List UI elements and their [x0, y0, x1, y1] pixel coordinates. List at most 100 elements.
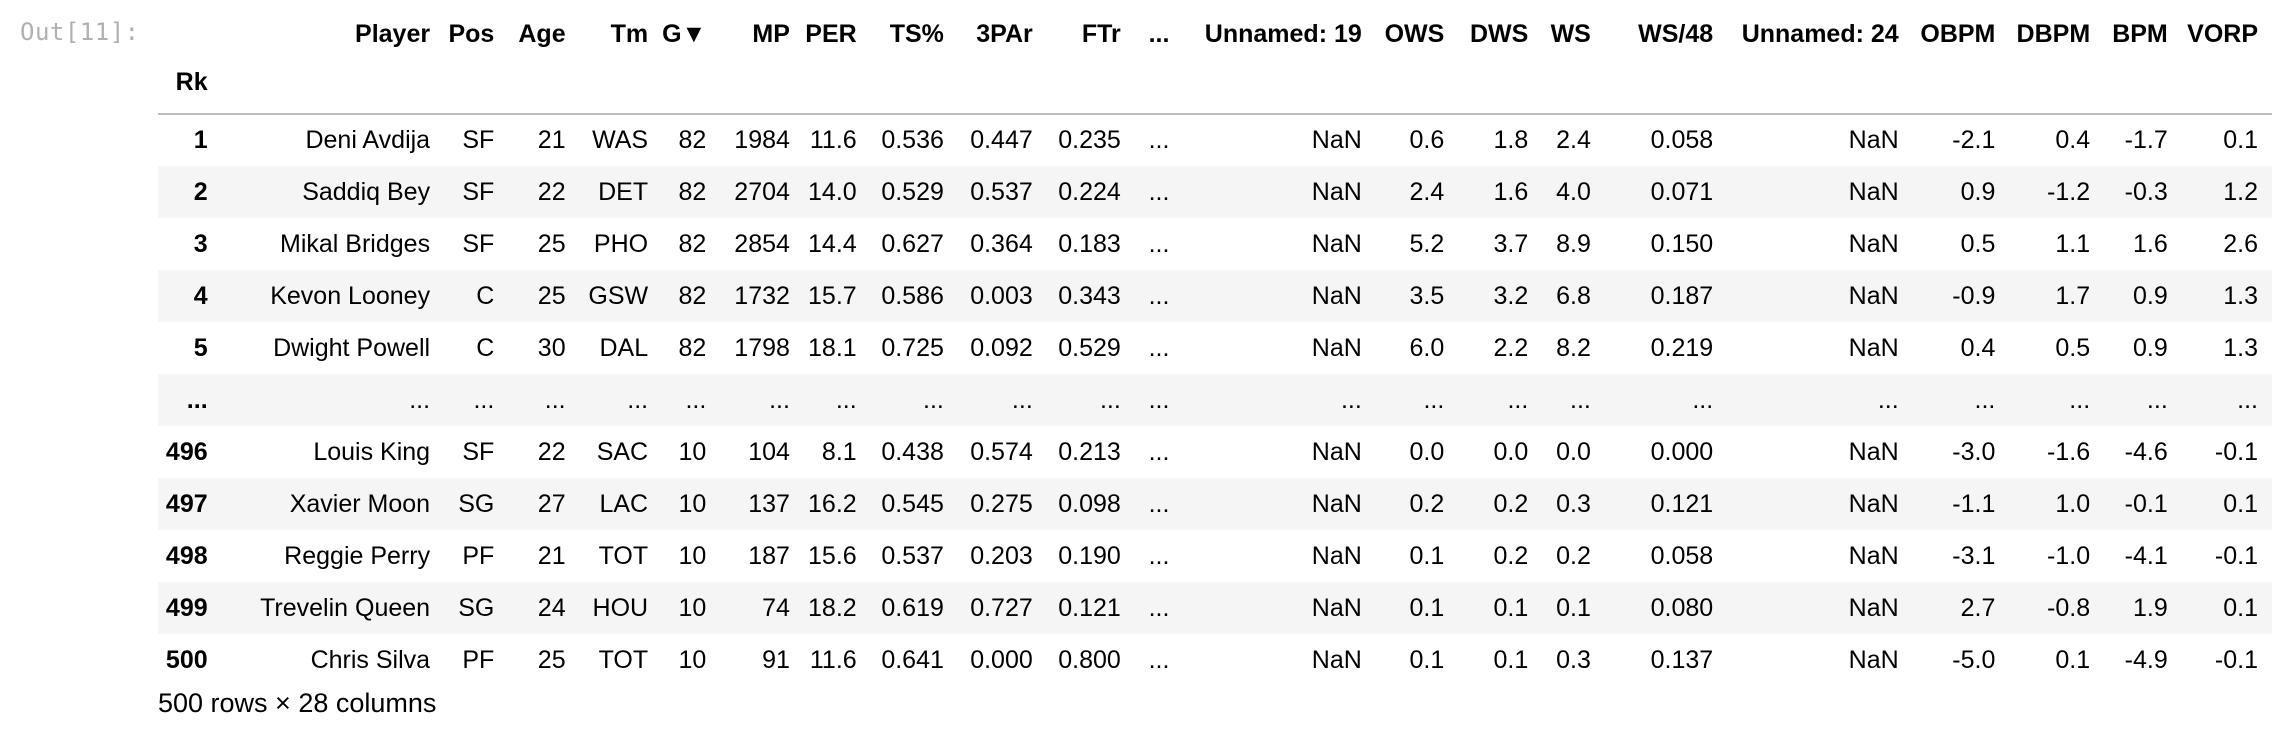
table-cell: 0.4 — [2055, 126, 2091, 154]
column-header: Tm — [610, 19, 649, 48]
table-cell: 5.2 — [1409, 229, 1445, 258]
table-cell: Dwight Powell — [273, 333, 431, 362]
table-cell: 2.2 — [1493, 333, 1529, 362]
table-cell: 0.586 — [881, 281, 944, 310]
table-cell: 2854 — [734, 229, 790, 258]
table-cell: TOT — [598, 541, 649, 570]
table-row: 5 Dwight Powell C 30 DAL 82 1798 18.1 0.725 0.092… — [158, 322, 2272, 374]
table-row: 496 Louis King SF 22 SAC 10 104 8.1 0.438 0.574 0.… — [158, 426, 2272, 478]
table-cell: -4.9 — [2124, 645, 2168, 674]
table-cell: ... — [1507, 385, 1529, 414]
column-header: Player — [355, 19, 431, 48]
table-cell: NaN — [1848, 489, 1899, 518]
table-cell: NaN — [1311, 645, 1362, 674]
column-header: DBPM — [2016, 19, 2091, 48]
table-cell: Xavier Moon — [289, 489, 431, 518]
table-cell: 0.800 — [1058, 645, 1121, 674]
table-cell: 2704 — [734, 177, 790, 206]
table-cell: 0.2 — [1493, 489, 1529, 518]
table-cell: ... — [1148, 541, 1170, 570]
table-cell: NaN — [1311, 281, 1362, 310]
table-cell: NaN — [1311, 437, 1362, 466]
row-index: 3 — [193, 229, 208, 258]
table-cell: 8.2 — [1556, 333, 1591, 362]
table-cell: 3.5 — [1409, 281, 1445, 310]
table-cell: 0.2 — [1556, 541, 1591, 570]
table-cell: 0.1 — [1493, 645, 1529, 674]
table-cell: 0.727 — [970, 593, 1033, 622]
table-cell: 21 — [537, 541, 566, 570]
table-cell: ... — [1340, 385, 1362, 414]
table-cell: NaN — [1848, 333, 1899, 362]
table-cell: 0.000 — [1650, 437, 1714, 466]
table-cell: 10 — [678, 489, 707, 518]
index-name-header: Rk — [158, 68, 222, 115]
table-cell: 0.537 — [881, 541, 944, 570]
table-cell: 0.9 — [2133, 333, 2168, 362]
row-index: 5 — [193, 333, 208, 362]
table-cell: 1.0 — [2055, 489, 2091, 518]
table-cell: 4.0 — [1556, 177, 1591, 206]
dataframe-body: 1 Deni Avdija SF 21 WAS 82 1984 11.6 0.536 0.447 0… — [158, 114, 2272, 686]
column-header: Unnamed: 24 — [1741, 19, 1899, 48]
table-cell: 0.183 — [1058, 229, 1121, 258]
table-cell: Reggie Perry — [284, 541, 431, 570]
table-cell: 0.275 — [970, 489, 1033, 518]
table-cell: DET — [598, 177, 649, 206]
table-cell: ... — [627, 385, 649, 414]
table-cell: 0.1 — [1409, 645, 1445, 674]
column-header: FTr — [1081, 19, 1121, 48]
column-header: Age — [518, 19, 566, 48]
table-cell: LAC — [599, 489, 649, 518]
table-cell: ... — [1148, 229, 1170, 258]
table-cell: 0.619 — [881, 593, 944, 622]
table-cell: 0.2 — [1493, 541, 1529, 570]
column-header: VORP — [2187, 19, 2258, 48]
table-cell: 1.1 — [2055, 229, 2091, 258]
table-row: 499 Trevelin Queen SG 24 HOU 10 74 18.2 0.619 0.7… — [158, 582, 2272, 634]
table-cell: SG — [458, 593, 495, 622]
table-cell: ... — [2237, 385, 2258, 414]
table-row: 2 Saddiq Bey SF 22 DET 82 2704 14.0 0.529 0.537 0.… — [158, 166, 2272, 218]
table-cell: 0.003 — [970, 281, 1033, 310]
table-cell: -2.1 — [1952, 126, 1996, 154]
table-cell: Mikal Bridges — [280, 229, 431, 258]
table-cell: 0.080 — [1650, 593, 1714, 622]
table-cell: -1.7 — [2124, 126, 2168, 154]
table-cell: ... — [1099, 385, 1121, 414]
table-cell: 0.1 — [2223, 126, 2258, 154]
table-cell: 0.5 — [1960, 229, 1996, 258]
table-cell: 1.9 — [2133, 593, 2168, 622]
table-row: 497 Xavier Moon SG 27 LAC 10 137 16.2 0.545 0.275… — [158, 478, 2272, 530]
table-cell: 0.2 — [1409, 489, 1445, 518]
table-cell: 10 — [678, 541, 707, 570]
table-cell: Kevon Looney — [270, 281, 431, 310]
table-cell: Louis King — [313, 437, 431, 466]
table-row: 500 Chris Silva PF 25 TOT 10 91 11.6 0.641 0.000 0… — [158, 634, 2272, 686]
table-cell: 0.213 — [1058, 437, 1121, 466]
table-cell: ... — [2069, 385, 2091, 414]
table-cell: ... — [1570, 385, 1591, 414]
table-cell: ... — [1974, 385, 1996, 414]
dataframe-shape: 500 rows × 28 columns — [158, 688, 437, 718]
table-cell: -0.1 — [2214, 437, 2258, 466]
table-cell: 0.9 — [2133, 281, 2168, 310]
table-cell: 0.725 — [881, 333, 944, 362]
table-cell: 0.545 — [881, 489, 944, 518]
table-cell: 0.224 — [1058, 177, 1121, 206]
table-cell: ... — [1423, 385, 1445, 414]
table-cell: 0.1 — [2223, 593, 2258, 622]
table-cell: Deni Avdija — [305, 126, 431, 154]
column-header: WS — [1550, 19, 1591, 48]
column-header: Pos — [448, 19, 495, 48]
table-cell: C — [476, 281, 495, 310]
table-cell: SG — [458, 489, 495, 518]
table-cell: 15.6 — [808, 541, 857, 570]
table-cell: 6.8 — [1556, 281, 1591, 310]
table-cell: 0.1 — [2223, 489, 2258, 518]
table-cell: ... — [685, 385, 707, 414]
table-cell: TOT — [598, 645, 649, 674]
table-cell: PF — [462, 541, 495, 570]
table-cell: ... — [1148, 385, 1170, 414]
table-cell: ... — [1148, 437, 1170, 466]
